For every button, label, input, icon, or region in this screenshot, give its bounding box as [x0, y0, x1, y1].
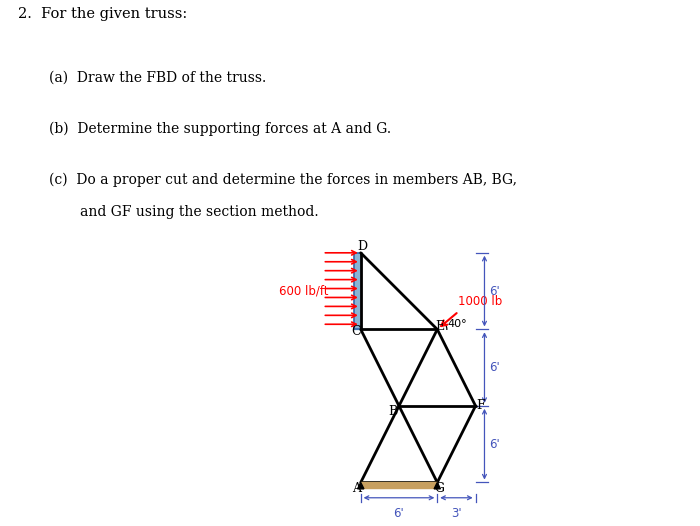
Bar: [354, 253, 360, 329]
Text: A: A: [352, 482, 361, 495]
Text: 6': 6': [489, 285, 500, 298]
Text: 2.  For the given truss:: 2. For the given truss:: [18, 7, 187, 21]
Text: (c)  Do a proper cut and determine the forces in members AB, BG,: (c) Do a proper cut and determine the fo…: [49, 173, 517, 187]
Text: F: F: [476, 399, 485, 412]
Text: C: C: [351, 325, 360, 338]
Text: D: D: [358, 240, 368, 253]
Text: E: E: [435, 320, 444, 333]
Text: 6': 6': [489, 438, 500, 451]
Text: 6': 6': [393, 507, 405, 520]
Text: 6': 6': [489, 361, 500, 374]
Text: 1000 lb: 1000 lb: [458, 295, 502, 308]
Text: and GF using the section method.: and GF using the section method.: [80, 206, 319, 219]
Polygon shape: [358, 482, 364, 489]
Text: 40°: 40°: [448, 319, 468, 329]
Text: 600 lb/ft: 600 lb/ft: [279, 285, 328, 298]
Text: B: B: [389, 404, 398, 418]
Polygon shape: [434, 482, 440, 489]
Bar: [360, 482, 438, 488]
Text: (a)  Draw the FBD of the truss.: (a) Draw the FBD of the truss.: [49, 70, 266, 85]
Text: 3': 3': [451, 507, 462, 520]
Text: (b)  Determine the supporting forces at A and G.: (b) Determine the supporting forces at A…: [49, 122, 391, 136]
Text: G: G: [434, 482, 444, 495]
